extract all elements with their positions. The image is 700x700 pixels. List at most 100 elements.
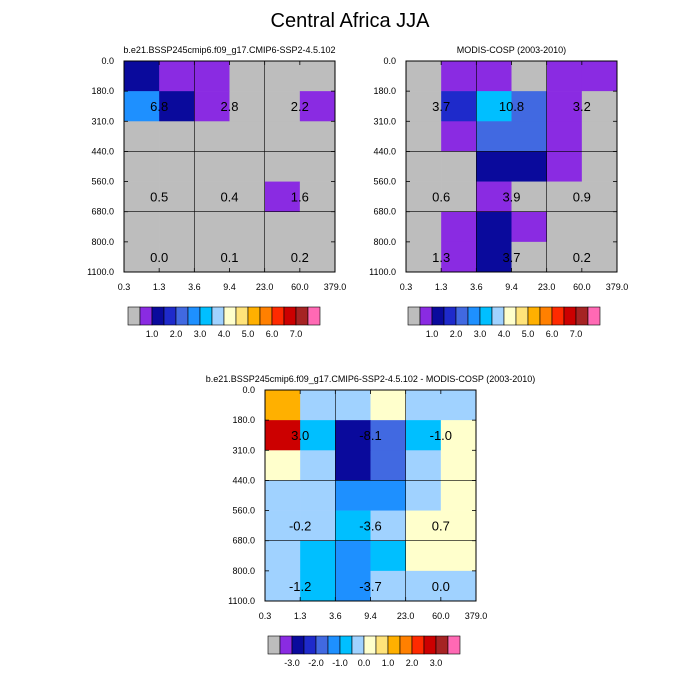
colorbar-label: 5.0: [522, 329, 535, 339]
colorbar-swatch: [431, 306, 445, 326]
colorbar-label: 0.0: [358, 658, 371, 668]
cell-value-label: -1.0: [430, 428, 452, 443]
colorbar-swatch: [175, 306, 189, 326]
x-tick-label: 1.3: [153, 282, 166, 292]
heatmap-cell: [476, 241, 512, 273]
heatmap-cell: [476, 91, 512, 122]
heatmap-cell: [299, 91, 336, 122]
x-tick-label: 0.3: [400, 282, 413, 292]
heatmap-cell: [370, 510, 406, 542]
heatmap-cell: [370, 570, 406, 602]
heatmap-cell: [405, 450, 442, 481]
colorbar-swatch: [515, 306, 529, 326]
heatmap-cell: [124, 151, 160, 182]
cell-value-label: 6.8: [150, 99, 168, 114]
y-tick-label: 440.0: [232, 475, 255, 485]
colorbar-swatch: [163, 306, 177, 326]
heatmap-cell: [124, 241, 160, 273]
colorbar-label: 2.0: [450, 329, 463, 339]
colorbar-swatch: [235, 306, 249, 326]
heatmap-cell: [194, 181, 230, 213]
heatmap-cell: [335, 540, 371, 572]
heatmap-cell: [476, 181, 512, 213]
x-tick-label: 9.4: [364, 611, 377, 621]
x-tick-label: 3.6: [470, 282, 483, 292]
colorbar-label: 1.0: [426, 329, 439, 339]
heatmap-cell: [370, 540, 406, 572]
y-tick-label: 0.0: [101, 56, 114, 66]
colorbar-label: 1.0: [382, 658, 395, 668]
colorbar-label: 1.0: [146, 329, 159, 339]
colorbar: -3.0 -2.0 -1.0 0.0 1.0 2.0 3.0: [267, 635, 461, 668]
heatmap-cell: [124, 121, 160, 152]
heatmap-cell: [299, 181, 336, 213]
colorbar-label: 6.0: [266, 329, 279, 339]
cell-value-label: 10.8: [499, 99, 524, 114]
heatmap-cell: [299, 241, 336, 273]
y-tick-label: 440.0: [91, 146, 114, 156]
heatmap-cell: [124, 91, 160, 122]
heatmap-cell: [335, 570, 371, 602]
colorbar-swatch: [283, 306, 297, 326]
heatmap-cell: [511, 61, 547, 92]
heatmap-cell: [440, 420, 477, 451]
heatmap-cell: [229, 61, 265, 92]
x-tick-label: 9.4: [223, 282, 236, 292]
heatmap-cell: [476, 61, 512, 92]
colorbar-swatch: [491, 306, 505, 326]
colorbar-label: 4.0: [498, 329, 511, 339]
heatmap-cell: [581, 241, 618, 273]
heatmap-cell: [124, 211, 160, 243]
heatmap-cell: [405, 420, 442, 451]
colorbar-swatch: [291, 635, 305, 655]
x-tick-label: 0.3: [118, 282, 131, 292]
heatmap-cell: [264, 181, 301, 213]
heatmap-cell: [229, 181, 265, 213]
colorbar-swatch: [303, 635, 317, 655]
colorbar-swatch: [351, 635, 365, 655]
heatmap-cell: [194, 121, 230, 152]
panel-title: MODIS-COSP (2003-2010): [457, 45, 566, 55]
heatmap-cell: [406, 181, 442, 213]
y-tick-label: 560.0: [232, 506, 255, 516]
y-tick-label: 800.0: [373, 237, 396, 247]
heatmap-panel-3: b.e21.BSSP245cmip6.f09_g17.CMIP6-SSP2-4.…: [206, 374, 536, 668]
heatmap-cell: [265, 480, 301, 511]
cell-value-label: 2.2: [291, 99, 309, 114]
cell-value-label: 3.2: [573, 99, 591, 114]
cell-value-label: 0.0: [432, 579, 450, 594]
heatmap-cell: [406, 61, 442, 92]
cell-value-label: -3.7: [359, 579, 381, 594]
heatmap-cell: [299, 121, 336, 152]
heatmap-cell: [440, 480, 477, 511]
heatmap-cell: [265, 450, 301, 481]
heatmap-panel-1: b.e21.BSSP245cmip6.f09_g17.CMIP6-SSP2-4.…: [87, 45, 346, 339]
colorbar-label: 7.0: [290, 329, 303, 339]
cell-value-label: 0.2: [291, 250, 309, 265]
colorbar-swatch: [127, 306, 141, 326]
heatmap-cell: [476, 121, 512, 152]
colorbar-label: 2.0: [406, 658, 419, 668]
heatmap-cell: [335, 450, 371, 481]
colorbar: 1.0 2.0 3.0 4.0 5.0 6.0 7.0: [127, 306, 321, 339]
heatmap-cell: [441, 181, 477, 213]
heatmap-cell: [581, 211, 618, 243]
heatmap-cell: [265, 570, 301, 602]
heatmap-cell: [229, 91, 265, 122]
heatmap-cell: [124, 181, 160, 213]
colorbar-swatch: [151, 306, 165, 326]
heatmap-cell: [441, 211, 477, 243]
colorbar-label: 4.0: [218, 329, 231, 339]
heatmap-panel-2: MODIS-COSP (2003-2010) 0.3 1.3 3.6 9.4 23.0 60…: [369, 45, 628, 339]
heatmap-cell: [405, 510, 442, 542]
x-tick-label: 379.0: [465, 611, 488, 621]
cell-value-label: 0.2: [573, 250, 591, 265]
y-tick-label: 0.0: [242, 385, 255, 395]
heatmap-cell: [299, 151, 336, 182]
cell-value-label: -3.6: [359, 519, 381, 534]
figure-title: Central Africa JJA: [270, 10, 430, 32]
heatmap-cell: [511, 211, 547, 243]
y-tick-label: 180.0: [91, 86, 114, 96]
heatmap-cell: [441, 241, 477, 273]
colorbar-swatch: [259, 306, 273, 326]
